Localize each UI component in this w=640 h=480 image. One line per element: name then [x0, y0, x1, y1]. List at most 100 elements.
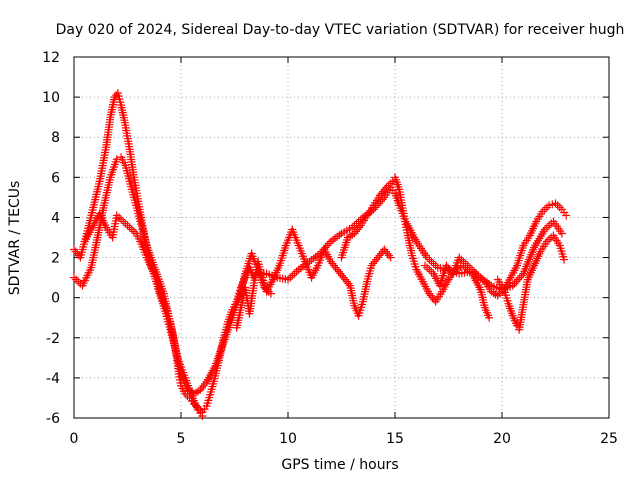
y-tick-label: 0 — [51, 291, 60, 307]
data-point — [110, 93, 119, 102]
y-axis-label: SDTVAR / TECUs — [7, 181, 23, 296]
data-point — [553, 201, 562, 210]
x-tick-label: 5 — [177, 431, 186, 447]
data-point — [562, 211, 571, 220]
grid — [74, 57, 609, 418]
data-point — [288, 271, 297, 280]
data-point — [425, 265, 434, 274]
data-point — [380, 185, 389, 194]
data-point — [428, 293, 437, 302]
data-point — [74, 277, 83, 286]
data-point — [342, 277, 351, 286]
data-point — [420, 261, 429, 270]
data-point — [339, 273, 348, 282]
data-point — [372, 255, 381, 264]
data-point — [353, 225, 362, 234]
data-series — [70, 89, 571, 420]
data-point — [383, 249, 392, 258]
data-point — [369, 259, 378, 268]
data-point — [266, 289, 275, 298]
data-point — [73, 249, 82, 258]
y-tick-label: 10 — [42, 90, 60, 106]
data-point — [338, 271, 347, 280]
data-point — [545, 235, 554, 244]
data-point — [429, 259, 438, 268]
data-point — [326, 257, 335, 266]
data-point — [129, 227, 138, 236]
data-point — [112, 155, 121, 164]
data-point — [199, 381, 208, 390]
x-axis-label: GPS time / hours — [281, 457, 398, 473]
data-point — [286, 273, 295, 282]
series-track-4 — [232, 225, 395, 332]
y-tick-label: 6 — [51, 170, 60, 186]
data-point — [545, 221, 554, 230]
chart-title: Day 020 of 2024, Sidereal Day-to-day VTE… — [56, 22, 625, 38]
y-tick-label: 4 — [51, 210, 60, 226]
data-point — [423, 263, 432, 272]
data-point — [515, 273, 524, 282]
axis-ticks: 0 5 10 15 20 25 -6 -4 -2 0 2 4 6 8 10 12 — [42, 50, 618, 447]
data-point — [119, 217, 128, 226]
data-point — [380, 245, 389, 254]
data-point — [334, 267, 343, 276]
y-tick-label: -4 — [46, 371, 60, 387]
data-point — [350, 229, 359, 238]
data-point — [370, 257, 379, 266]
data-point — [425, 255, 434, 264]
data-point — [336, 269, 345, 278]
data-point — [442, 261, 451, 270]
data-point — [512, 277, 521, 286]
data-point — [376, 191, 385, 200]
data-point — [351, 227, 360, 236]
data-point — [330, 261, 339, 270]
data-point — [70, 245, 78, 254]
y-tick-label: -6 — [46, 411, 60, 427]
data-point — [463, 261, 472, 270]
y-tick-label: -2 — [46, 331, 60, 347]
series-track-2 — [70, 153, 275, 398]
data-point — [375, 251, 384, 260]
data-point — [542, 223, 551, 232]
data-point — [386, 253, 395, 262]
data-point — [367, 261, 376, 270]
series-track-6 — [420, 199, 571, 300]
data-point — [425, 289, 434, 298]
data-point — [196, 385, 205, 394]
x-tick-label: 0 — [70, 431, 79, 447]
data-point — [379, 187, 388, 196]
data-point — [427, 267, 436, 276]
data-point — [485, 313, 494, 322]
data-point — [344, 279, 353, 288]
y-tick-label: 2 — [51, 251, 60, 267]
data-point — [445, 265, 454, 274]
data-point — [377, 189, 386, 198]
data-point — [560, 255, 569, 264]
data-point — [517, 271, 526, 280]
data-point — [290, 269, 299, 278]
data-point — [292, 267, 301, 276]
data-point — [121, 219, 130, 228]
data-point — [198, 411, 207, 420]
data-point — [325, 239, 334, 248]
data-point — [514, 275, 523, 284]
data-point — [70, 273, 78, 282]
data-point — [385, 251, 394, 260]
data-point — [555, 203, 564, 212]
x-tick-label: 25 — [600, 431, 618, 447]
data-point — [384, 181, 393, 190]
data-point — [443, 263, 452, 272]
data-point — [123, 221, 132, 230]
data-point — [508, 281, 517, 290]
y-tick-label: 12 — [42, 50, 60, 66]
data-point — [117, 215, 126, 224]
data-point — [427, 257, 436, 266]
data-point — [510, 279, 519, 288]
x-tick-label: 15 — [386, 431, 404, 447]
data-point — [373, 253, 382, 262]
data-point — [386, 179, 395, 188]
x-tick-label: 20 — [493, 431, 511, 447]
data-point — [381, 247, 390, 256]
y-tick-label: 8 — [51, 130, 60, 146]
